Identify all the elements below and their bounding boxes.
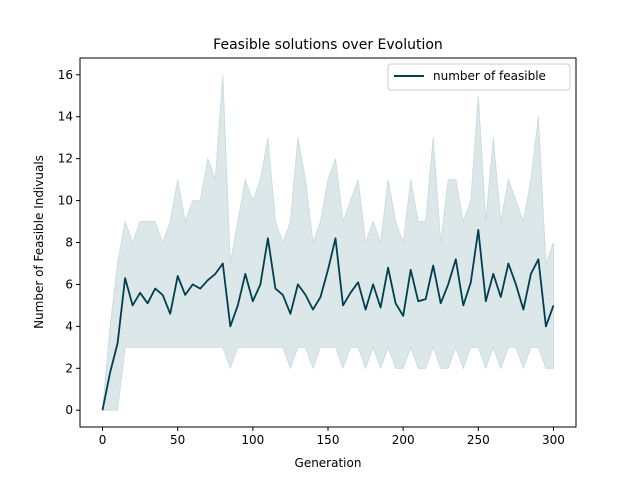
chart-title: Feasible solutions over Evolution (213, 37, 443, 53)
x-tick-label: 50 (170, 433, 185, 447)
y-tick-label: 8 (65, 236, 73, 250)
y-tick-label: 14 (58, 110, 73, 124)
x-tick-label: 300 (542, 433, 565, 447)
x-tick-label: 100 (241, 433, 264, 447)
x-tick-label: 0 (99, 433, 107, 447)
x-axis-label: Generation (295, 456, 362, 470)
confidence-band-layer (102, 74, 554, 411)
y-tick-label: 16 (58, 68, 73, 82)
legend-box (387, 63, 571, 91)
legend: number of feasible (387, 63, 571, 91)
legend-label: number of feasible (433, 69, 546, 83)
y-tick-label: 0 (65, 403, 73, 417)
y-tick-label: 10 (58, 194, 73, 208)
series-band-number-of-feasible (102, 74, 554, 411)
y-axis-ticks: 0 2 4 6 8 10 12 14 16 (58, 68, 80, 417)
y-tick-label: 4 (65, 319, 73, 333)
x-tick-label: 150 (317, 433, 340, 447)
y-axis-label: Number of Feasible Indivuals (32, 155, 46, 329)
series-line-layer (101, 229, 555, 411)
y-tick-label: 12 (58, 152, 73, 166)
x-axis-ticks: 0 50 100 150 200 250 300 (99, 427, 565, 447)
x-tick-label: 200 (392, 433, 415, 447)
x-tick-label: 250 (467, 433, 490, 447)
y-tick-label: 6 (65, 277, 73, 291)
y-tick-label: 2 (65, 361, 73, 375)
series-line-number-of-feasible (101, 229, 555, 411)
